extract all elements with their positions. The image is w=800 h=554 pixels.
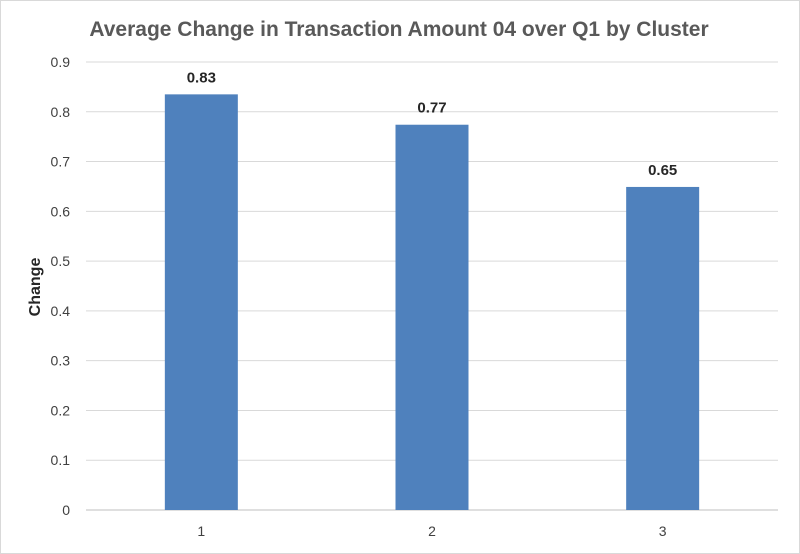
x-tick-label: 1 [197,523,205,539]
y-tick-label: 0.1 [51,452,71,468]
x-tick-label: 3 [659,523,667,539]
bar [626,186,700,511]
data-labels: 0.83 0.77 0.65 [187,69,678,179]
y-tick-label: 0.5 [51,253,71,269]
chart-title: Average Change in Transaction Amount 04 … [89,18,708,41]
data-label: 0.65 [648,162,677,179]
y-tick-label: 0.8 [51,104,71,120]
x-tick-labels: 1 2 3 [197,523,666,539]
y-tick-label: 0.9 [51,54,71,70]
y-tick-label: 0.7 [51,154,71,170]
y-tick-labels: 0 0.1 0.2 0.3 0.4 0.5 0.6 0.7 0.8 0.9 [51,54,71,518]
y-tick-label: 0.4 [51,303,71,319]
bars [164,94,700,511]
y-tick-label: 0.6 [51,203,71,219]
x-tick-label: 2 [428,523,436,539]
data-label: 0.77 [417,100,446,117]
bar [395,124,469,510]
data-label: 0.83 [187,69,216,86]
y-axis-label: Change [27,258,44,317]
y-tick-label: 0.3 [51,353,71,369]
y-tick-label: 0 [62,502,70,518]
bar [164,94,238,510]
y-tick-label: 0.2 [51,402,71,418]
